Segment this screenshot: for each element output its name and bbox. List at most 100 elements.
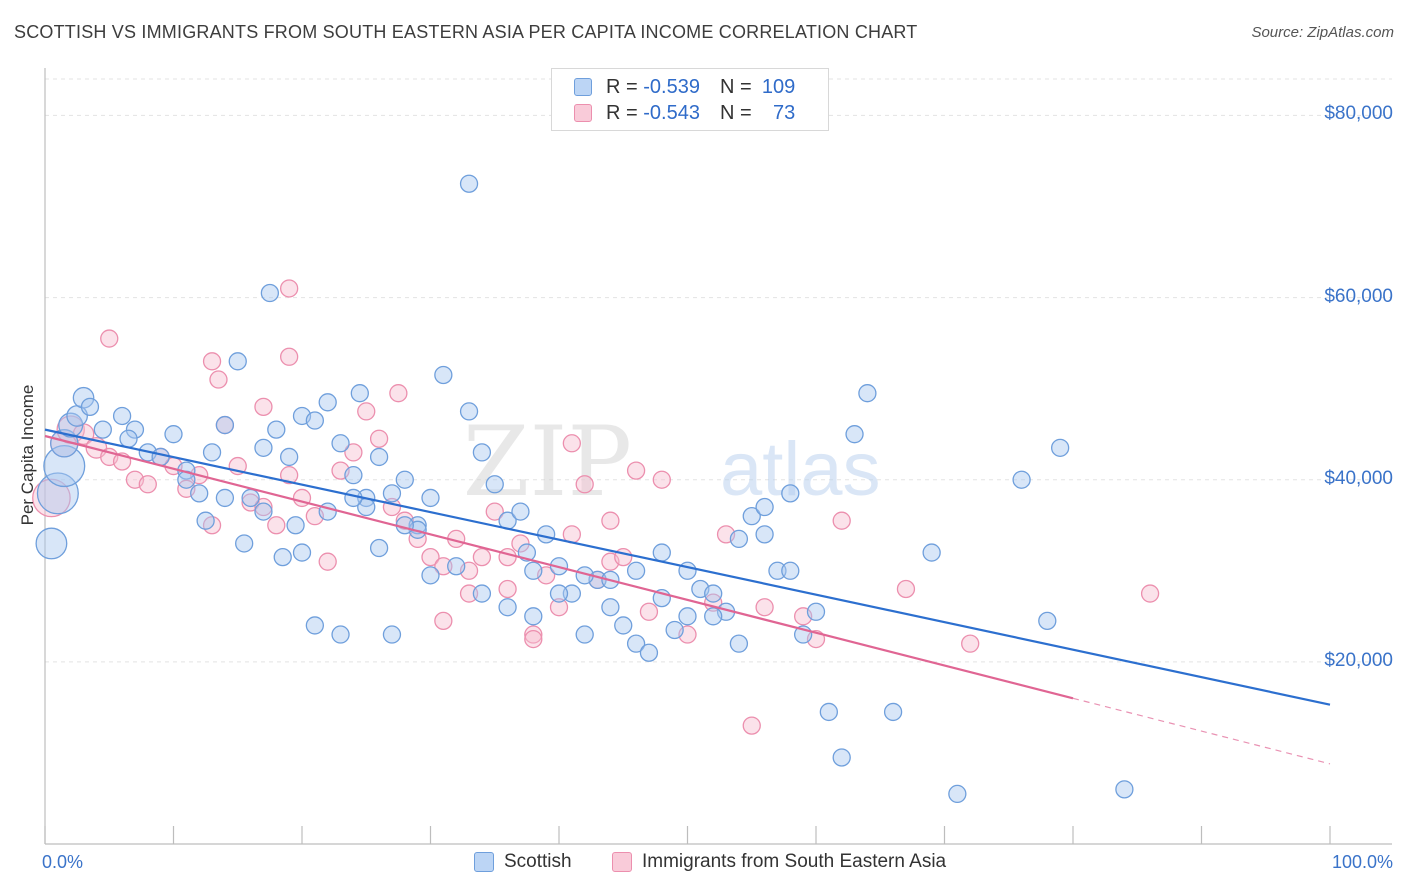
scottish-point — [369, 538, 389, 558]
scottish-point — [768, 561, 787, 580]
scottish-point — [215, 488, 235, 508]
legend-row-sea: R = -0.543 N = 73 — [574, 100, 795, 126]
sea-point — [434, 611, 453, 631]
scottish-point — [35, 527, 68, 560]
legend-r-value: -0.543 — [643, 101, 700, 124]
scottish-point — [652, 543, 671, 562]
sea-point — [626, 461, 646, 480]
scottish-point — [125, 420, 145, 439]
scottish-point — [459, 402, 479, 421]
legend-n-value: 109 — [761, 75, 796, 98]
bottom-legend-scottish[interactable]: Scottish — [474, 851, 572, 873]
sea-point — [100, 329, 119, 348]
sea-point — [575, 475, 594, 494]
scottish-point — [279, 447, 299, 467]
sea-point — [369, 429, 389, 448]
scottish-point — [190, 484, 209, 503]
scottish-point — [832, 748, 851, 767]
sea-point — [202, 352, 222, 371]
scottish-point — [1115, 780, 1134, 799]
trend-lines — [44, 428, 1331, 765]
sea-point — [601, 511, 620, 530]
legend-n-label: N = — [719, 75, 752, 98]
sea-point — [389, 384, 408, 403]
x-tick-min: 0.0% — [42, 852, 84, 872]
bottom-legend-sea[interactable]: Immigrants from South Eastern Asia — [612, 851, 946, 873]
scottish-point — [883, 702, 903, 722]
sea-trend-line — [44, 434, 1074, 700]
sea-point — [138, 475, 157, 494]
scottish-point — [498, 598, 517, 617]
scottish-point — [626, 634, 646, 653]
scottish-point — [286, 516, 305, 535]
sea-point — [511, 534, 530, 553]
sea-point — [279, 279, 299, 298]
scottish-point — [729, 634, 749, 653]
legend-label-sea: Immigrants from South Eastern Asia — [642, 851, 947, 872]
sea-point — [421, 547, 440, 567]
scottish-point — [537, 525, 556, 544]
sea-point — [472, 547, 492, 567]
scottish-point — [80, 397, 100, 417]
scottish-point — [459, 174, 479, 193]
legend-n-label: N = — [719, 101, 752, 124]
scottish-point — [678, 607, 697, 626]
scottish-point — [472, 443, 492, 462]
sea-point — [498, 547, 517, 567]
scottish-point — [434, 365, 453, 385]
scottish-point — [267, 420, 286, 439]
series-scottish-points — [35, 174, 1134, 804]
scottish-point — [273, 547, 292, 567]
scottish-point — [639, 643, 659, 662]
watermark: ZIP atlas — [463, 406, 881, 518]
scottish-point — [254, 502, 273, 521]
legend-n-value: 73 — [772, 101, 796, 124]
y-tick-label: $80,000 — [1324, 103, 1393, 125]
watermark-atlas: atlas — [720, 427, 881, 512]
scottish-point — [305, 411, 325, 430]
scottish-point — [235, 534, 254, 553]
scottish-point — [781, 561, 800, 580]
axes — [44, 68, 1392, 845]
scottish-trend-line — [44, 428, 1331, 706]
scottish-point — [626, 561, 646, 580]
scottish-point — [228, 352, 247, 371]
legend-swatch-sea — [612, 852, 632, 872]
scottish-point — [215, 415, 235, 435]
sea-point — [279, 466, 299, 485]
scottish-point — [318, 393, 337, 412]
scottish-point — [331, 625, 350, 644]
scottish-point — [755, 525, 774, 544]
scottish-point — [36, 472, 79, 515]
sea-point — [742, 716, 761, 735]
sea-point — [524, 625, 543, 644]
sea-point — [498, 579, 517, 599]
sea-point — [562, 434, 581, 453]
sea-point — [896, 579, 916, 599]
sea-point — [318, 552, 337, 571]
y-axis-label: Per Capita Income — [18, 384, 37, 526]
sea-point — [434, 557, 453, 576]
scottish-point — [1012, 470, 1031, 489]
scottish-point — [549, 584, 569, 603]
scottish-point — [562, 584, 581, 603]
scottish-point — [948, 784, 967, 804]
legend-row-scottish: R = -0.539 N = 109 — [574, 74, 795, 100]
sea-point — [1140, 584, 1160, 603]
scottish-point — [305, 616, 325, 635]
sea-point — [549, 598, 569, 617]
sea-point — [459, 584, 479, 603]
sea-point — [254, 397, 273, 417]
scottish-point — [344, 466, 363, 485]
sea-point — [344, 443, 363, 462]
scottish-point — [511, 502, 530, 521]
sea-point — [209, 370, 228, 389]
stats-legend: R = -0.539 N = 109 R = -0.543 N = 73 — [551, 68, 829, 131]
scottish-point — [196, 511, 215, 530]
scottish-point — [382, 625, 402, 644]
scottish-point — [43, 445, 86, 488]
sea-point — [961, 634, 980, 653]
y-tick-label: $40,000 — [1324, 467, 1393, 489]
scottish-point — [260, 283, 280, 303]
series-sea-points — [32, 279, 1160, 735]
